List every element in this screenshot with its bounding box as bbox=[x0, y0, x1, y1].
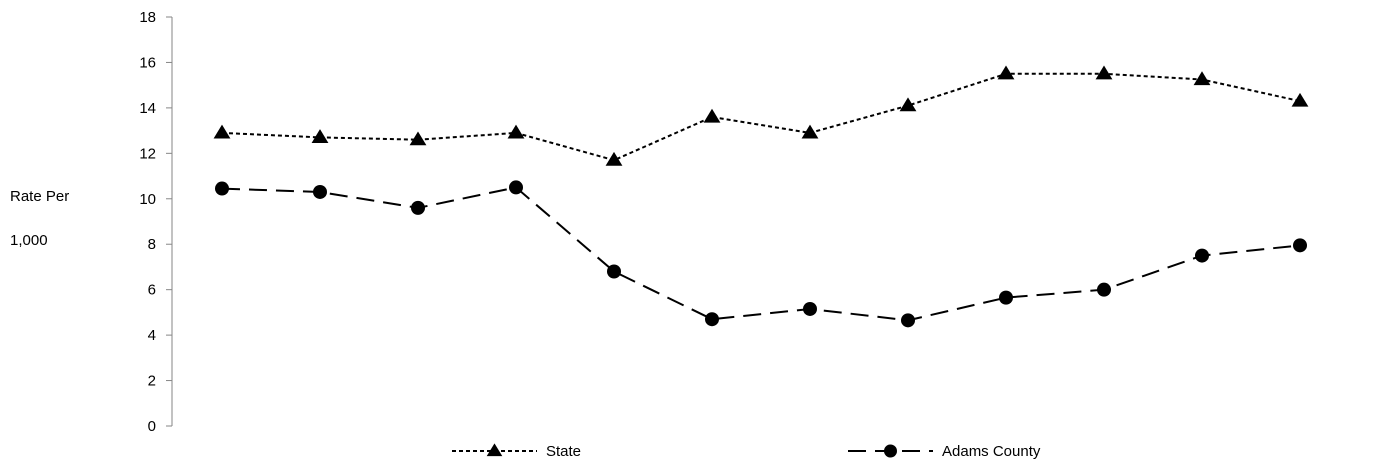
data-point-circle bbox=[607, 264, 621, 279]
y-tick-label: 16 bbox=[139, 54, 156, 71]
data-point-circle bbox=[901, 313, 915, 328]
data-point-circle bbox=[411, 200, 425, 215]
data-point-circle bbox=[215, 181, 229, 196]
y-tick-label: 8 bbox=[148, 236, 156, 253]
data-point-circle bbox=[803, 301, 817, 316]
data-point-triangle bbox=[1095, 65, 1113, 80]
y-tick-label: 0 bbox=[148, 418, 156, 435]
legend-marker-circle bbox=[884, 444, 897, 458]
data-point-triangle bbox=[213, 124, 231, 139]
y-tick-label: 18 bbox=[139, 9, 156, 26]
data-point-circle bbox=[1097, 282, 1111, 297]
data-point-circle bbox=[999, 290, 1013, 305]
y-tick-label: 12 bbox=[139, 145, 156, 162]
data-point-circle bbox=[313, 184, 327, 199]
data-point-triangle bbox=[409, 131, 427, 146]
y-tick-label: 4 bbox=[148, 327, 156, 344]
data-point-triangle bbox=[1193, 71, 1211, 86]
y-axis-label-line-2: 1,000 bbox=[10, 232, 48, 249]
legend-marker-triangle bbox=[486, 443, 503, 457]
y-axis-label-line-1: Rate Per bbox=[10, 188, 70, 205]
series-line-state bbox=[221, 72, 1301, 162]
data-point-circle bbox=[509, 180, 523, 195]
data-point-triangle bbox=[801, 124, 819, 139]
data-point-circle bbox=[1195, 248, 1209, 263]
data-point-triangle bbox=[703, 108, 721, 123]
y-tick-label: 10 bbox=[139, 191, 156, 208]
y-tick-label: 14 bbox=[139, 100, 156, 117]
data-point-triangle bbox=[1291, 92, 1309, 107]
legend-label-state: State bbox=[546, 443, 581, 460]
data-point-triangle bbox=[507, 124, 525, 139]
data-point-triangle bbox=[605, 151, 623, 166]
data-point-triangle bbox=[311, 129, 329, 144]
data-point-circle bbox=[705, 312, 719, 327]
data-point-triangle bbox=[997, 65, 1015, 80]
y-tick-label: 2 bbox=[148, 373, 156, 390]
data-point-circle bbox=[1293, 238, 1307, 253]
data-point-triangle bbox=[899, 97, 917, 112]
y-tick-label: 6 bbox=[148, 282, 156, 299]
series-line-adams-county bbox=[221, 186, 1301, 322]
legend-label-adams-county: Adams County bbox=[942, 443, 1041, 460]
